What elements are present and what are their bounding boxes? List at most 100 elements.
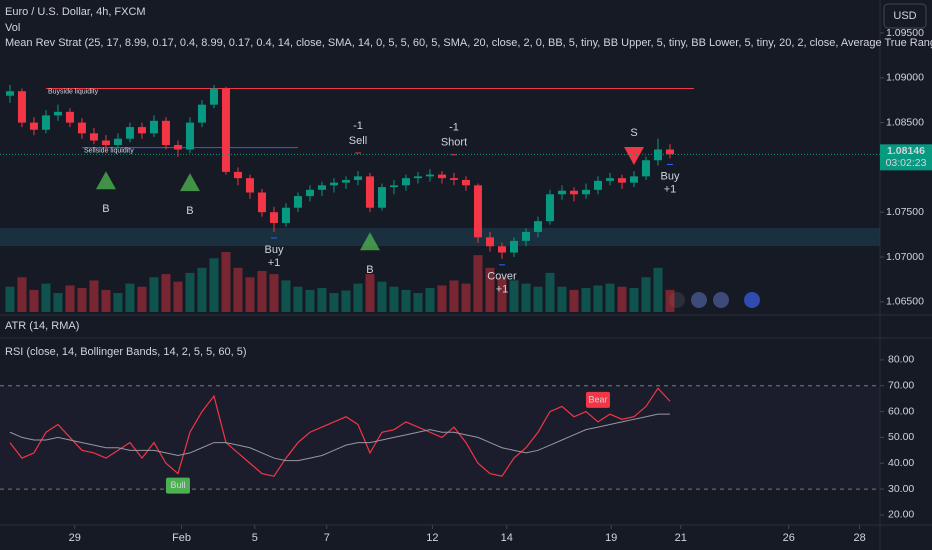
x-tick-label: 26 (783, 532, 795, 544)
liquidity-zone (0, 228, 880, 246)
last-price: 1.08146 (887, 145, 925, 157)
volume-bar (137, 286, 147, 312)
signal-box (165, 477, 190, 494)
volume-bar (641, 277, 651, 312)
signal-label: Buy (661, 170, 680, 182)
volume-bar (425, 288, 435, 312)
signal-qty: +1 (664, 183, 677, 195)
volume-bar (533, 286, 543, 312)
volume-bar (209, 258, 219, 312)
volume-bar (605, 283, 615, 312)
candle-body (533, 221, 542, 232)
signal-qty: +1 (496, 284, 509, 296)
buy-triangle (95, 171, 116, 190)
candle-body (389, 185, 398, 188)
candle-body (77, 122, 86, 134)
candle-body (485, 237, 494, 247)
candle-body (497, 246, 506, 253)
candle-body (113, 138, 122, 145)
volume-bar (353, 283, 363, 312)
volume-bar (221, 252, 231, 312)
x-tick-label: 12 (426, 532, 438, 544)
volume-bar (545, 272, 555, 312)
candle-body (221, 88, 230, 172)
y-tick-label: 1.06500 (886, 296, 924, 308)
volume-bar (173, 281, 183, 312)
currency-button[interactable] (883, 3, 927, 29)
volume-bar (65, 285, 75, 312)
signal-label: Sell (349, 135, 367, 147)
marker-label: B (366, 264, 373, 276)
volume-bar (77, 288, 87, 312)
volume-bar (521, 283, 531, 312)
candle-body (557, 190, 566, 195)
volume-bar (413, 293, 423, 312)
volume-bar (329, 293, 339, 312)
volume-bar (53, 293, 63, 312)
currency[interactable]: USD (893, 10, 916, 22)
candle-body (125, 127, 134, 139)
volume-bar (185, 272, 195, 312)
x-tick-label: 7 (324, 532, 330, 544)
x-tick-label: 5 (252, 532, 258, 544)
volume-bar (569, 289, 579, 312)
candle-body (353, 176, 362, 180)
icon[interactable] (744, 292, 760, 308)
volume-bar (41, 283, 51, 312)
volume-bar (269, 274, 279, 312)
candle-body (329, 182, 338, 186)
volume-bar (485, 267, 495, 312)
level-label: Buyside liquidity (48, 88, 99, 95)
buy-triangle (359, 232, 380, 251)
marker-label: S (630, 127, 637, 139)
icon[interactable] (691, 292, 707, 308)
signal-qty: -1 (449, 122, 459, 134)
volume-bar (17, 277, 27, 312)
volume-bar (617, 286, 627, 312)
candle-body (593, 180, 602, 190)
volume-bar (629, 288, 639, 312)
sell-triangle (623, 146, 644, 165)
volume-bar (653, 267, 663, 312)
candle-body (65, 111, 74, 123)
signal-box-label: Bear (588, 394, 607, 404)
candle-body (305, 189, 314, 197)
candle-body (245, 178, 254, 193)
volume-bar (341, 290, 351, 312)
candle-body (653, 149, 662, 161)
y-tick-label: 1.07000 (886, 251, 924, 263)
icon[interactable] (713, 292, 729, 308)
y-tick-label: 60.00 (888, 405, 914, 417)
bottom-icons (669, 292, 760, 308)
volume-bar (233, 267, 243, 312)
candle-body (569, 190, 578, 195)
candle-body (233, 171, 242, 179)
candle-body (509, 240, 518, 253)
candle-body (401, 178, 410, 186)
volume-bar (509, 280, 519, 312)
candle-body (173, 144, 182, 150)
rsi-line (9, 387, 671, 477)
candle-body (29, 122, 38, 130)
symbol-title: Euro / U.S. Dollar, 4h, FXCM (5, 6, 146, 18)
signal-qty: +1 (268, 257, 281, 269)
volume-bar (473, 255, 483, 312)
icon[interactable] (669, 292, 685, 308)
candle-body (89, 133, 98, 141)
x-tick-label: 29 (69, 532, 81, 544)
volume-bar (365, 274, 375, 312)
volume-bar (401, 289, 411, 312)
rsi-line (9, 413, 670, 462)
marker-label: B (102, 203, 109, 215)
y-tick-label: 40.00 (888, 457, 914, 469)
y-tick-label: 80.00 (888, 354, 914, 366)
volume-bar (581, 288, 591, 312)
last-price-tag (880, 144, 932, 171)
candle-body (641, 160, 650, 177)
candle-body (449, 178, 458, 180)
signal-label: Buy (264, 244, 283, 256)
x-tick-label: Feb (172, 532, 191, 544)
signal-box-label: Bull (170, 480, 185, 490)
volume-bar (197, 267, 207, 312)
